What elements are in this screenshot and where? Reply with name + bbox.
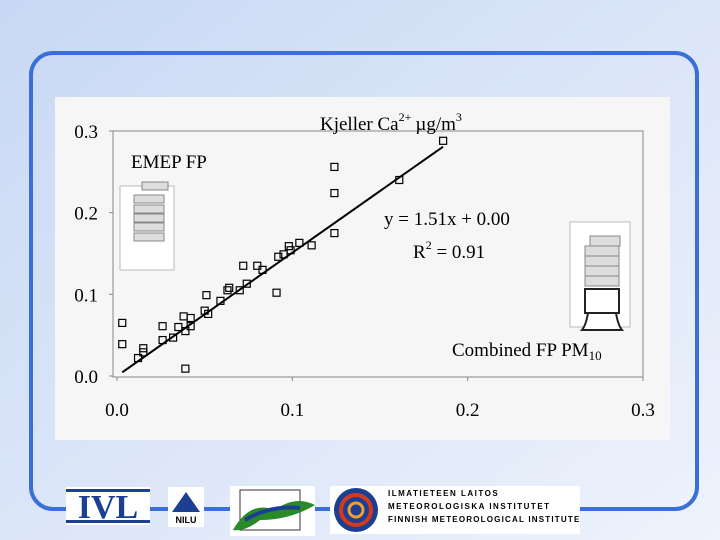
green-logo bbox=[230, 486, 315, 536]
ivl-logo: IVL bbox=[66, 487, 150, 526]
y-tick-label: 0.1 bbox=[74, 285, 98, 306]
point bbox=[181, 364, 190, 373]
nilu-text: NILU bbox=[176, 515, 197, 525]
point bbox=[330, 188, 339, 198]
point bbox=[158, 322, 167, 331]
plot-frame bbox=[112, 130, 644, 378]
point bbox=[133, 353, 143, 363]
combined-icon bbox=[569, 221, 631, 331]
point bbox=[169, 333, 178, 342]
point bbox=[258, 265, 267, 274]
point bbox=[202, 291, 211, 300]
fmi-logo: ILMATIETEEN LAITOS METEOROLOGISKA INSTIT… bbox=[330, 486, 580, 534]
point bbox=[158, 335, 167, 345]
point bbox=[439, 136, 448, 145]
point bbox=[181, 326, 190, 336]
point bbox=[225, 283, 234, 292]
point bbox=[295, 238, 304, 247]
point bbox=[223, 286, 232, 295]
emep-icon bbox=[119, 181, 175, 271]
point bbox=[139, 348, 148, 357]
point bbox=[286, 246, 295, 255]
emep-label: EMEP FP bbox=[131, 152, 207, 173]
point bbox=[274, 252, 283, 261]
point bbox=[307, 241, 316, 250]
point bbox=[239, 261, 248, 270]
x-tick-label: 0.2 bbox=[456, 400, 480, 421]
x-tick-label: 0.1 bbox=[280, 400, 304, 421]
point bbox=[118, 318, 127, 328]
point bbox=[330, 162, 339, 172]
point bbox=[235, 286, 244, 295]
chart-title: Kjeller Ca2+ µg/m3 bbox=[320, 110, 462, 135]
point bbox=[118, 340, 127, 349]
point bbox=[272, 288, 281, 297]
y-tick-label: 0.3 bbox=[74, 122, 98, 143]
point bbox=[186, 322, 195, 331]
point bbox=[242, 279, 251, 288]
fmi-text: METEOROLOGISKA INSTITUTET bbox=[388, 502, 551, 511]
point bbox=[204, 309, 213, 319]
point bbox=[330, 228, 339, 238]
point bbox=[395, 175, 404, 185]
fmi-text: FINNISH METEOROLOGICAL INSTITUTE bbox=[388, 515, 580, 524]
r2: R2 = 0.91 bbox=[413, 238, 485, 263]
point bbox=[216, 296, 225, 305]
y-tick-label: 0.2 bbox=[74, 204, 98, 225]
nilu-logo: NILU bbox=[168, 487, 204, 527]
ivl-text: IVL bbox=[78, 489, 138, 526]
y-tick-label: 0.0 bbox=[74, 367, 98, 388]
point bbox=[186, 313, 195, 323]
x-tick-label: 0.3 bbox=[631, 400, 655, 421]
fmi-text: ILMATIETEEN LAITOS bbox=[388, 489, 499, 498]
equation: y = 1.51x + 0.00 bbox=[384, 209, 510, 230]
x-tick-label: 0.0 bbox=[105, 400, 129, 421]
combined-label: Combined FP PM10 bbox=[452, 340, 602, 363]
